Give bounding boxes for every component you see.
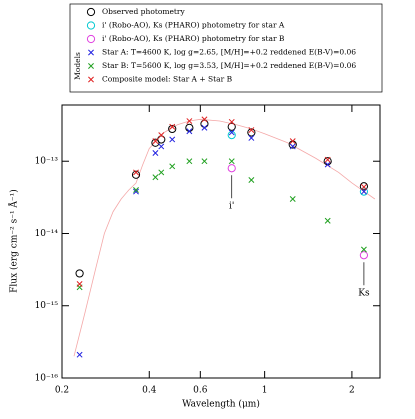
point-marker bbox=[86, 7, 96, 17]
point-marker bbox=[289, 143, 296, 150]
y-axis-label: Flux (erg cm⁻² s⁻¹ Å⁻¹) bbox=[8, 189, 20, 293]
point-marker bbox=[158, 169, 165, 176]
point-marker bbox=[76, 281, 83, 287]
point-marker bbox=[169, 123, 176, 130]
point-marker bbox=[169, 136, 176, 143]
point-marker bbox=[186, 128, 193, 135]
y-tick-label: 10⁻¹³ bbox=[35, 157, 59, 167]
annotation: i' bbox=[229, 202, 234, 212]
point-marker bbox=[158, 143, 165, 150]
point-marker bbox=[75, 269, 84, 278]
point-marker bbox=[88, 49, 94, 56]
point-marker bbox=[359, 251, 369, 260]
point-marker bbox=[227, 130, 236, 140]
x-tick-label: 0.4 bbox=[142, 386, 157, 396]
point-marker bbox=[152, 150, 159, 156]
point-marker bbox=[247, 128, 256, 137]
point-marker bbox=[86, 34, 96, 44]
point-marker bbox=[168, 124, 177, 134]
point-marker bbox=[131, 170, 141, 179]
model-spectrum bbox=[73, 118, 376, 357]
point-marker bbox=[201, 158, 208, 165]
point-marker bbox=[289, 196, 296, 202]
point-marker bbox=[228, 158, 235, 165]
point-marker bbox=[133, 187, 139, 193]
y-tick-label: 10⁻¹⁴ bbox=[35, 229, 59, 239]
point-marker bbox=[185, 123, 194, 132]
point-marker bbox=[359, 187, 369, 196]
point-marker bbox=[76, 351, 83, 358]
point-marker bbox=[227, 122, 236, 131]
point-marker bbox=[133, 188, 139, 195]
point-marker bbox=[323, 157, 332, 166]
point-marker bbox=[248, 177, 255, 183]
point-marker bbox=[360, 246, 367, 253]
point-marker bbox=[324, 217, 331, 224]
point-marker bbox=[133, 169, 139, 176]
point-marker bbox=[248, 134, 255, 141]
plot-frame bbox=[61, 104, 381, 379]
x-axis-label: Wavelength (μm) bbox=[182, 399, 260, 410]
legend-label: Star B: T=5600 K, log g=3.53, [M/H]=+0.2… bbox=[102, 61, 356, 70]
point-marker bbox=[324, 156, 331, 163]
y-tick-label: 10⁻¹⁶ bbox=[35, 374, 59, 384]
legend: Observed photometry i' (Robo-AO), Ks (PHA… bbox=[73, 7, 356, 84]
legend-box bbox=[69, 3, 383, 93]
point-marker bbox=[360, 188, 367, 195]
point-marker bbox=[86, 21, 96, 30]
point-marker bbox=[228, 129, 235, 136]
point-marker bbox=[228, 118, 235, 125]
point-marker bbox=[88, 63, 94, 69]
x-tick-label: 0.6 bbox=[193, 386, 208, 396]
point-marker bbox=[152, 174, 159, 181]
y-tick-label: 10⁻¹⁵ bbox=[35, 301, 59, 311]
x-tick-label: 1 bbox=[262, 386, 268, 396]
x-tick-label: 0.2 bbox=[55, 386, 69, 396]
point-marker bbox=[186, 158, 193, 165]
legend-label: Observed photometry bbox=[102, 7, 186, 16]
point-marker bbox=[169, 163, 176, 170]
point-marker bbox=[248, 127, 255, 134]
legend-group-label: Models bbox=[73, 52, 82, 80]
point-marker bbox=[360, 184, 367, 190]
point-marker bbox=[88, 76, 94, 83]
annotation: Ks bbox=[358, 289, 370, 299]
point-marker bbox=[186, 118, 193, 124]
point-marker bbox=[359, 182, 369, 191]
point-marker bbox=[289, 138, 296, 145]
point-marker bbox=[227, 164, 236, 173]
legend-label: i' (Robo-AO), Ks (PHARO) photometry for … bbox=[102, 34, 285, 43]
point-marker bbox=[158, 132, 165, 139]
legend-label: Star A: T=4600 K, log g=2.65, [M/H]=+0.2… bbox=[102, 48, 356, 57]
x-tick-label: 2 bbox=[349, 386, 355, 396]
point-marker bbox=[201, 124, 208, 131]
legend-label: i' (Robo-AO), Ks (PHARO) photometry for … bbox=[102, 21, 285, 30]
point-marker bbox=[201, 116, 208, 123]
point-marker bbox=[152, 138, 159, 145]
point-marker bbox=[324, 161, 331, 168]
legend-label: Composite model: Star A + Star B bbox=[102, 75, 233, 84]
